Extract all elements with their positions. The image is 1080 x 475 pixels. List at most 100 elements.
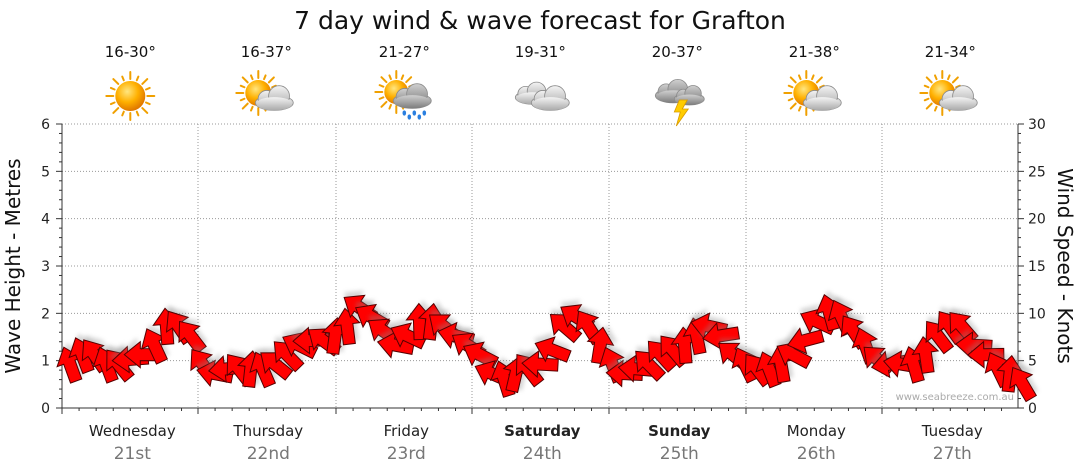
y-right-tick-label: 10 [1028, 306, 1046, 322]
y-left-tick-label: 4 [41, 212, 50, 228]
cloud-shape [254, 85, 294, 111]
cloudy-icon [514, 81, 570, 111]
wind-arrow [390, 318, 427, 350]
grid-lines [62, 123, 1018, 408]
temperature-range: 21-27° [379, 43, 430, 61]
day-date: 22nd [247, 444, 290, 464]
sun-ray [263, 74, 267, 81]
cloud-shape [802, 85, 842, 111]
sun-ray [923, 97, 930, 102]
sun-ray [815, 76, 823, 84]
wind-arrow [776, 337, 813, 370]
y-left-tick-label: 3 [41, 259, 50, 275]
temperature-range: 19-31° [515, 43, 566, 61]
day-name: Friday [384, 422, 430, 440]
partly-cloudy-icon [783, 70, 842, 116]
sun-ray [121, 110, 125, 117]
day-name: Thursday [232, 422, 303, 440]
sun-ray [239, 97, 246, 102]
sun-ray [378, 96, 385, 100]
sun-ray [112, 78, 120, 85]
day-date: 27th [933, 444, 972, 464]
sun-cloud-rain-icon [374, 70, 432, 120]
sun-ray [239, 84, 246, 89]
day-name: Saturday [504, 422, 581, 440]
temperature-range: 16-30° [105, 43, 156, 61]
partly-cloudy-icon [235, 70, 294, 116]
sunny-icon [105, 71, 156, 121]
sun-ray [250, 105, 254, 112]
rain-drop [402, 110, 407, 116]
cloud-shape [938, 85, 978, 111]
day-date: 21st [114, 444, 151, 464]
sun-ray [241, 76, 249, 84]
thunderstorm-icon [654, 79, 705, 127]
sun-disc [115, 81, 146, 111]
lightning-bolt [673, 99, 690, 127]
sun-ray [955, 84, 961, 89]
sun-ray [250, 74, 254, 81]
cloud-shape [530, 85, 570, 111]
weather-icons [105, 70, 978, 127]
sun-ray [405, 76, 413, 84]
wind-arrow [333, 304, 364, 346]
watermark: www.seabreeze.com.au [896, 392, 1014, 403]
y-right-tick-label: 0 [1028, 401, 1037, 417]
sun-ray [109, 86, 116, 91]
sun-ray [121, 75, 125, 82]
y-left-tick-label: 1 [41, 354, 50, 370]
sun-ray [267, 76, 275, 84]
sun-ray [380, 100, 388, 108]
day-name: Monday [787, 422, 846, 440]
chart-title: 7 day wind & wave forecast for Grafton [294, 6, 786, 35]
sun-ray [141, 107, 149, 114]
sun-ray [798, 74, 802, 81]
day-date: 25th [660, 444, 699, 464]
sun-ray [400, 74, 405, 81]
day-labels: Wednesday 21st Thursday 22nd Friday 23rd Satur… [89, 422, 983, 464]
wind-arrow [783, 325, 825, 355]
wind-arrow [1009, 362, 1039, 403]
rain-drop [422, 110, 427, 116]
sun-ray [112, 107, 120, 114]
sun-ray [145, 86, 151, 91]
day-name: Sunday [648, 422, 711, 440]
y-left-tick-label: 5 [41, 164, 50, 180]
y-right-tick-label: 25 [1028, 164, 1046, 180]
sun-ray [380, 76, 388, 84]
y-right-tick-label: 15 [1028, 259, 1046, 275]
sun-ray [388, 103, 392, 110]
wind-arrow [519, 346, 559, 379]
sun-ray [789, 76, 797, 84]
sun-ray [787, 97, 794, 102]
wind-arrow [586, 325, 618, 365]
sun-ray [811, 74, 815, 81]
rain-drop [412, 110, 417, 116]
cloud-shape [392, 83, 432, 109]
sun-ray [241, 102, 249, 110]
y-right-tick-label: 30 [1028, 117, 1046, 133]
partly-cloudy-icon [919, 70, 978, 116]
sun-ray [947, 74, 951, 81]
sun-ray [271, 84, 277, 89]
day-date: 24th [523, 444, 562, 464]
temperature-range: 21-34° [925, 43, 976, 61]
wind-arrow [699, 319, 741, 350]
rain-drop [417, 114, 422, 120]
y-axis-right-title: Wind Speed - Knots [1053, 168, 1077, 364]
sun-ray [798, 105, 802, 112]
sun-ray [923, 84, 930, 89]
day-date: 23rd [387, 444, 426, 464]
wind-arrows [56, 290, 1039, 403]
wind-arrow [533, 332, 572, 363]
y-right-tick-label: 20 [1028, 212, 1046, 228]
sun-ray [787, 84, 794, 89]
rain-drop [407, 114, 412, 120]
day-name: Tuesday [921, 422, 983, 440]
sun-ray [819, 84, 825, 89]
temperature-range: 21-38° [789, 43, 840, 61]
y-left-tick-label: 0 [41, 401, 50, 417]
sun-ray [135, 75, 140, 82]
